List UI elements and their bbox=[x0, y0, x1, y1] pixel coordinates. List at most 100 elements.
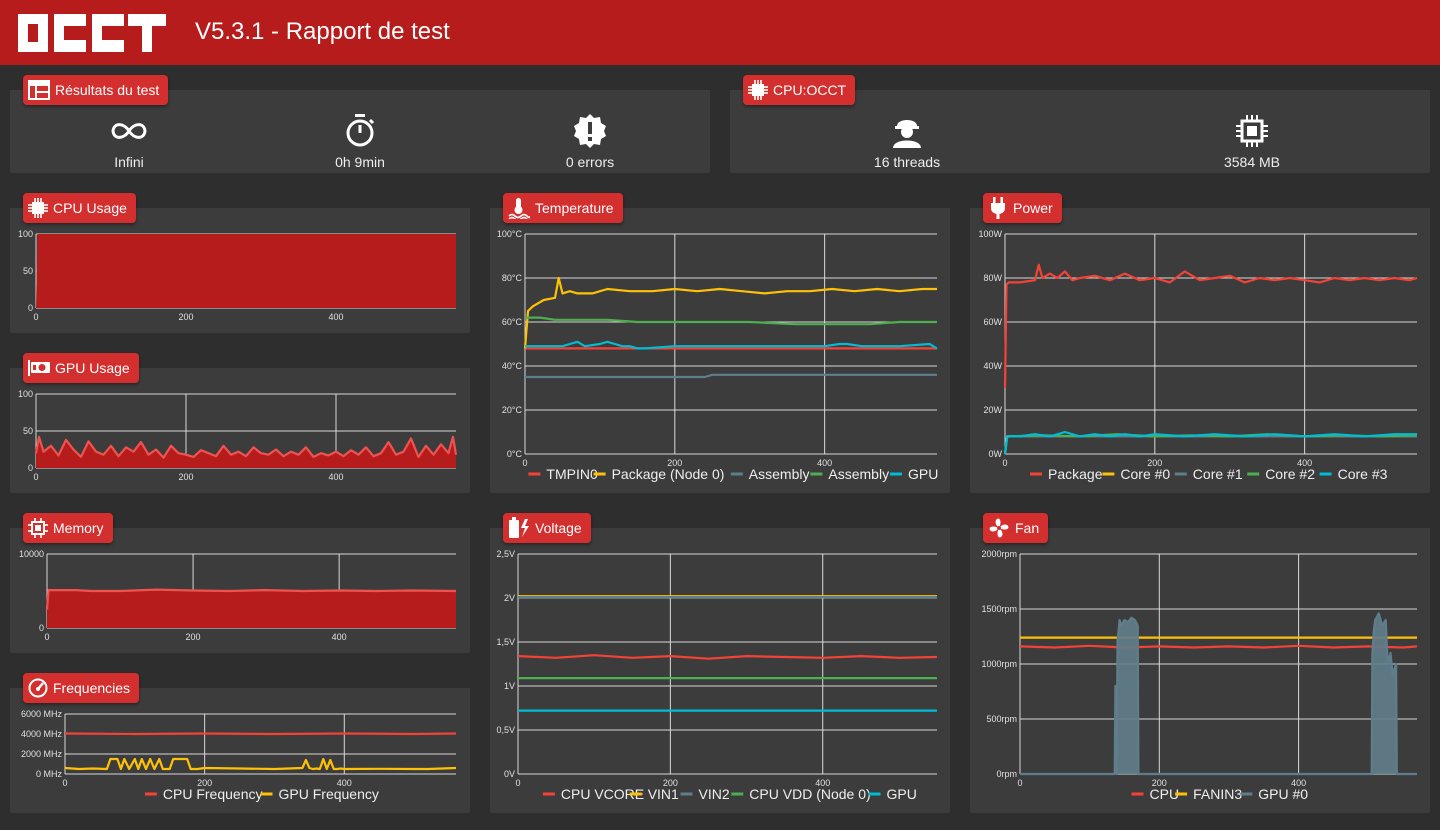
series-line-0 bbox=[1003, 263, 1418, 389]
y-tick-label: 50 bbox=[23, 426, 33, 436]
power-tag-label: Power bbox=[1013, 200, 1053, 216]
chart-legend: CPU VCORE VIN1 VIN2 CPU VDD (Node 0) GPU bbox=[542, 786, 917, 802]
legend-label: GPU bbox=[887, 786, 917, 802]
results-panel: Infini 0h 9min 0 errors bbox=[10, 90, 710, 173]
series-line-0 bbox=[64, 732, 457, 736]
legend-label: VIN2 bbox=[699, 786, 730, 802]
y-tick-label: 500rpm bbox=[986, 714, 1017, 724]
series-line-2 bbox=[1020, 612, 1417, 776]
table-report-icon bbox=[28, 80, 50, 100]
chart-legend: CPU FANIN3 GPU #0 bbox=[1131, 786, 1308, 802]
plug-icon bbox=[991, 197, 1005, 219]
series-line-0 bbox=[517, 654, 938, 660]
occt-logo bbox=[18, 14, 166, 52]
y-tick-label: 40°C bbox=[502, 361, 523, 371]
series-line-2 bbox=[1003, 435, 1417, 455]
y-tick-label: 0W bbox=[989, 449, 1003, 459]
series-line-1 bbox=[64, 757, 457, 771]
power-panel: 0W 20W 40W 60W 80W 100W 0 200 400 Package Core #0 C… bbox=[970, 208, 1430, 493]
y-tick-label: 0°C bbox=[507, 449, 523, 459]
series-line-0 bbox=[34, 435, 458, 459]
memory-tag: Memory bbox=[23, 513, 113, 543]
series-area-0 bbox=[36, 436, 456, 468]
elapsed-stat: 0h 9min bbox=[280, 114, 440, 170]
cpu-usage-tag: CPU Usage bbox=[23, 193, 136, 223]
legend-label: Core #3 bbox=[1338, 466, 1388, 482]
series-area-2 bbox=[1020, 613, 1417, 774]
fan-tag: Fan bbox=[983, 513, 1049, 543]
series-line-0 bbox=[1019, 644, 1418, 649]
y-tick-label: 50 bbox=[23, 266, 33, 276]
voltage-tag: Voltage bbox=[503, 513, 591, 543]
x-tick-label: 400 bbox=[328, 472, 343, 482]
x-tick-label: 200 bbox=[178, 472, 193, 482]
x-tick-label: 200 bbox=[1147, 458, 1162, 468]
duration-label: Infini bbox=[114, 154, 144, 170]
cpu-icon bbox=[28, 198, 48, 218]
frequencies-tag: Frequencies bbox=[23, 673, 140, 703]
x-tick-label: 200 bbox=[667, 458, 682, 468]
series-line-1 bbox=[523, 276, 937, 349]
voltage-tag-label: Voltage bbox=[535, 520, 582, 536]
y-tick-label: 10000 bbox=[19, 549, 44, 559]
x-tick-label: 0 bbox=[62, 778, 67, 788]
threads-stat: 16 threads bbox=[827, 114, 987, 170]
memory-tag-label: Memory bbox=[53, 520, 104, 536]
results-tag-label: Résultats du test bbox=[55, 82, 160, 98]
y-tick-label: 0 bbox=[28, 463, 33, 473]
y-tick-label: 0V bbox=[504, 769, 515, 779]
cpu-usage-panel: 0 50 100 0 200 400 bbox=[10, 208, 470, 333]
x-tick-label: 0 bbox=[522, 458, 527, 468]
cpu-info-tag: CPU:OCCT bbox=[743, 75, 856, 105]
y-tick-label: 6000 MHz bbox=[21, 709, 63, 719]
x-tick-label: 400 bbox=[1291, 778, 1306, 788]
elapsed-label: 0h 9min bbox=[335, 154, 385, 170]
x-tick-label: 200 bbox=[1152, 778, 1167, 788]
legend-label: Core #1 bbox=[1193, 466, 1243, 482]
y-tick-label: 100 bbox=[18, 229, 33, 239]
series-area-0 bbox=[47, 589, 456, 628]
fan-panel: 0rpm 500rpm 1000rpm 1500rpm 2000rpm 0 200 400 CP… bbox=[970, 528, 1430, 813]
series-line-4 bbox=[1003, 430, 1417, 455]
series-line-4 bbox=[525, 340, 938, 350]
temperature-tag: Temperature bbox=[503, 193, 623, 223]
y-tick-label: 60W bbox=[983, 317, 1002, 327]
cpu-info-tag-label: CPU:OCCT bbox=[773, 82, 847, 98]
legend-label: CPU VCORE bbox=[561, 786, 644, 802]
x-tick-label: 0 bbox=[1002, 458, 1007, 468]
speedometer-icon bbox=[28, 678, 48, 698]
x-tick-label: 400 bbox=[332, 632, 347, 642]
legend-label: GPU bbox=[908, 466, 938, 482]
threads-label: 16 threads bbox=[873, 154, 941, 170]
legend-label: VIN1 bbox=[648, 786, 679, 802]
chip-icon bbox=[1236, 115, 1268, 147]
legend-label: GPU Frequency bbox=[279, 786, 379, 802]
legend-label: TMPIN0 bbox=[546, 466, 598, 482]
series-line-0 bbox=[45, 588, 457, 610]
legend-label: GPU #0 bbox=[1258, 786, 1308, 802]
battery-bolt-icon bbox=[509, 517, 529, 538]
gpu-usage-chart: 0 50 100 0 200 400 bbox=[18, 389, 458, 482]
fan-icon bbox=[989, 518, 1009, 538]
legend-label: Assembly bbox=[828, 466, 889, 482]
y-tick-label: 40W bbox=[983, 361, 1002, 371]
y-tick-label: 80°C bbox=[502, 273, 523, 283]
errors-stat: 0 errors bbox=[510, 114, 670, 170]
x-tick-label: 200 bbox=[186, 632, 201, 642]
legend-label: CPU bbox=[1150, 786, 1180, 802]
y-tick-label: 20W bbox=[983, 405, 1002, 415]
x-tick-label: 400 bbox=[337, 778, 352, 788]
y-tick-label: 0 bbox=[39, 623, 44, 633]
memory-size-stat: 3584 MB bbox=[1172, 114, 1332, 170]
x-tick-label: 400 bbox=[817, 458, 832, 468]
series-line-1 bbox=[1003, 435, 1417, 455]
memory-chip-icon bbox=[28, 518, 48, 538]
y-tick-label: 20°C bbox=[502, 405, 523, 415]
x-tick-label: 400 bbox=[1297, 458, 1312, 468]
chart-legend: TMPIN0 Package (Node 0) Assembly Assembly GP… bbox=[528, 466, 938, 482]
y-tick-label: 100 bbox=[18, 389, 33, 399]
temperature-chart: 0°C 20°C 40°C 60°C 80°C 100°C 0 200 400 TMPIN0 Pac… bbox=[497, 229, 938, 482]
report-title: V5.3.1 - Rapport de test bbox=[195, 18, 450, 45]
